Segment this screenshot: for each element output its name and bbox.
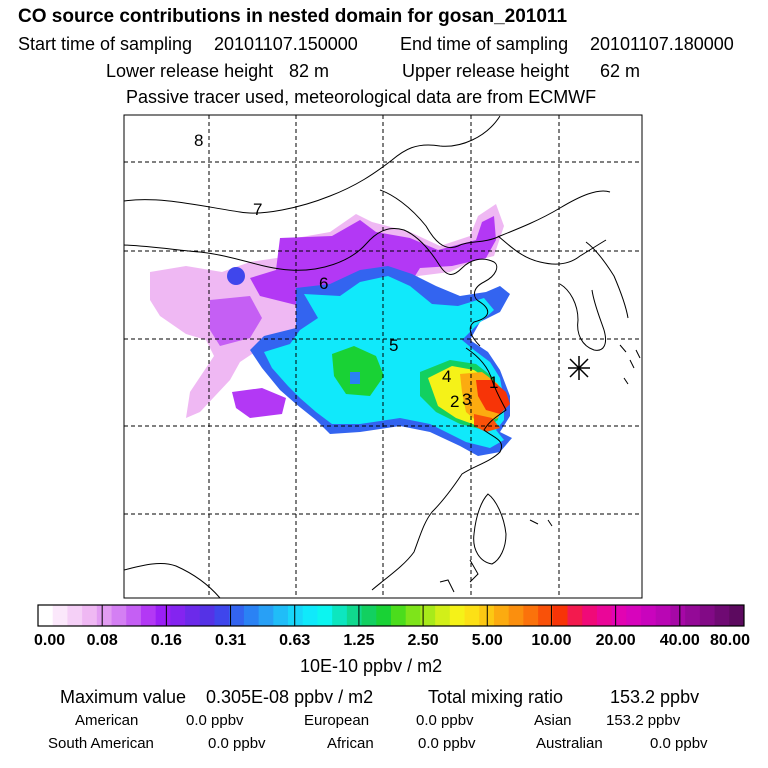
plume-spot-blue-central — [350, 372, 360, 384]
plume-spot-blue — [227, 267, 245, 285]
receptor-star-icon — [568, 356, 590, 380]
end-time-label: End time of sampling — [400, 34, 569, 54]
plume-layer-red-south — [474, 414, 500, 432]
plume-layer-violet-west — [210, 296, 262, 346]
south-american-value: 0.0 ppbv — [208, 735, 266, 752]
end-time-value: 20101107.180000 — [590, 34, 734, 54]
map-frame — [123, 114, 643, 599]
upper-release-value: 62 m — [600, 61, 641, 81]
colorbar-unit-label: 10E-10 ppbv / m2 — [300, 656, 443, 676]
lower-release-value: 82 m — [289, 61, 330, 81]
chart-title: CO source contributions in nested domain… — [18, 6, 568, 27]
hour-label-2: 2 — [450, 392, 459, 411]
asian-label: Asian — [534, 712, 572, 729]
australian-value: 0.0 ppbv — [650, 735, 708, 752]
plume-layer-violet-south — [232, 388, 286, 418]
max-value: 0.305E-08 ppbv / m2 — [206, 687, 374, 707]
upper-release-label: Upper release height — [402, 61, 570, 81]
asian-value: 153.2 ppbv — [606, 712, 681, 729]
plume-layer-red — [476, 380, 510, 414]
european-value: 0.0 ppbv — [416, 712, 474, 729]
max-value-label: Maximum value — [60, 687, 187, 707]
american-value: 0.0 ppbv — [186, 712, 244, 729]
lower-release-label: Lower release height — [106, 61, 274, 81]
hour-label-1: 1 — [489, 373, 498, 392]
start-time-value: 20101107.150000 — [214, 34, 358, 54]
hour-label-3: 3 — [462, 390, 471, 409]
plume-field — [150, 204, 512, 456]
plume-layer-green — [332, 346, 384, 396]
hour-label-8: 8 — [194, 131, 203, 150]
australian-label: Australian — [536, 735, 603, 752]
start-time-label: Start time of sampling — [18, 34, 193, 54]
tracer-note: Passive tracer used, meteorological data… — [126, 87, 597, 107]
total-mixing-value: 153.2 ppbv — [610, 687, 700, 707]
african-value: 0.0 ppbv — [418, 735, 476, 752]
coastlines — [124, 115, 641, 598]
american-label: American — [75, 712, 139, 729]
hour-label-7: 7 — [253, 200, 262, 219]
hour-label-4: 4 — [442, 367, 451, 386]
hour-label-6: 6 — [319, 274, 328, 293]
south-american-label: South American — [48, 735, 154, 752]
african-label: African — [327, 735, 374, 752]
plume-layer-violet — [250, 216, 496, 306]
map-grid — [124, 115, 642, 598]
total-mixing-label: Total mixing ratio — [428, 687, 564, 707]
european-label: European — [304, 712, 370, 729]
hour-label-5: 5 — [389, 336, 398, 355]
